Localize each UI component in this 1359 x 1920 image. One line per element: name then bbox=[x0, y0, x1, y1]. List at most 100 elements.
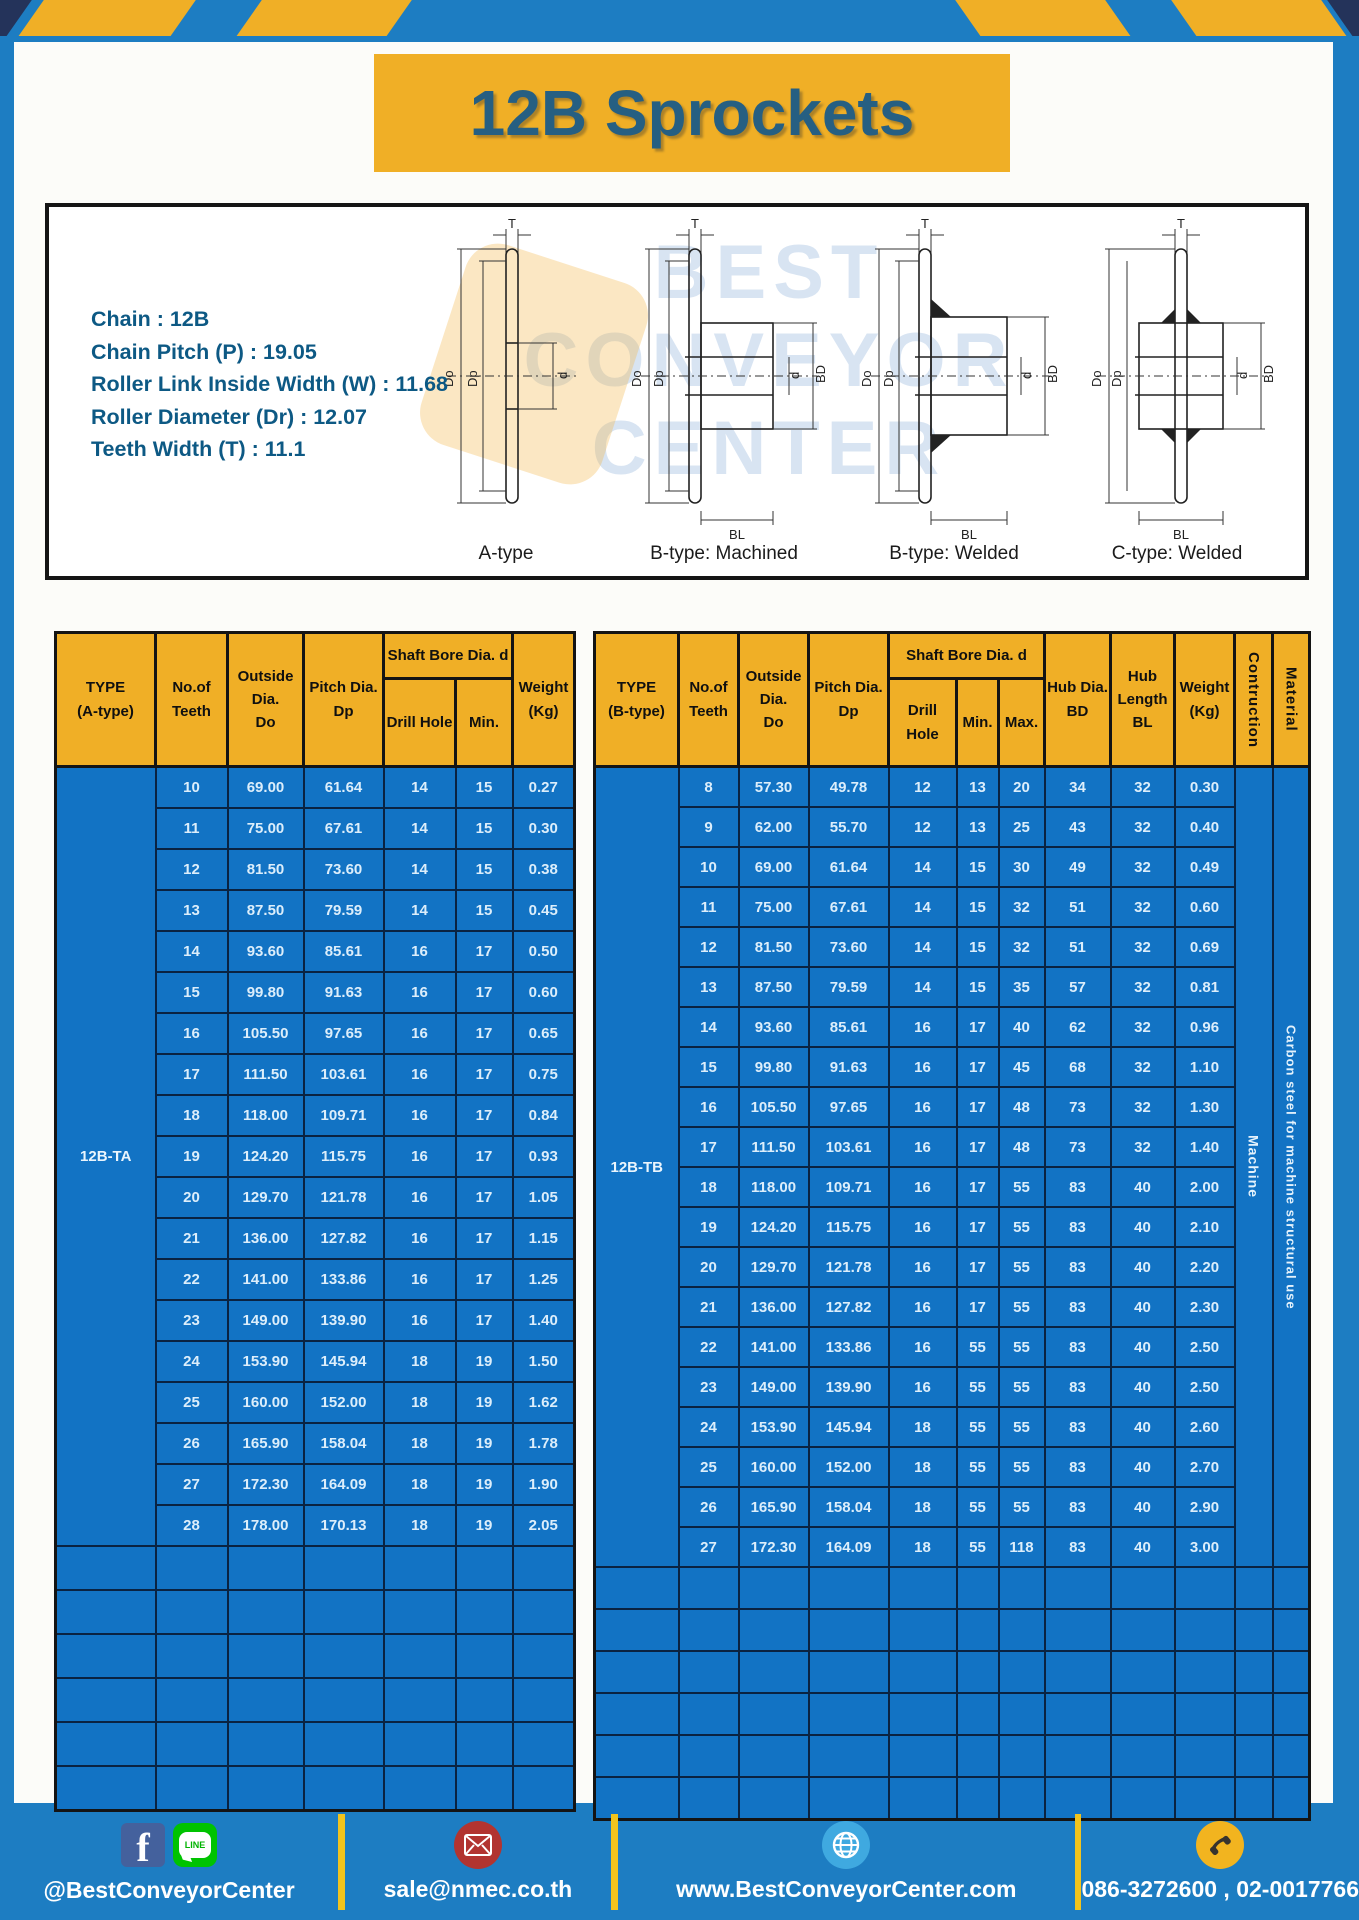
table-cell bbox=[382, 1765, 457, 1812]
table-cell: 23 bbox=[677, 1366, 740, 1408]
table-cell: 12B-TA bbox=[54, 765, 157, 1547]
table-cell: 49 bbox=[1043, 846, 1112, 888]
table-cell bbox=[54, 1677, 157, 1723]
table-cell: 160.00 bbox=[226, 1381, 305, 1424]
col-header-drill-hole: Drill Hole bbox=[887, 677, 959, 768]
table-cell: 48 bbox=[997, 1086, 1046, 1128]
table-cell: 55 bbox=[997, 1326, 1046, 1368]
table-cell: 16 bbox=[154, 1012, 229, 1055]
b-type-machined-diagram: T Do Dp bbox=[629, 216, 828, 542]
table-cell: 17 bbox=[454, 930, 514, 973]
table-cell: 158.04 bbox=[807, 1486, 890, 1528]
table-cell: 2.10 bbox=[1173, 1206, 1236, 1248]
svg-text:Dp: Dp bbox=[651, 370, 666, 387]
table-cell: 1.05 bbox=[511, 1176, 576, 1219]
table-cell: 118.00 bbox=[226, 1094, 305, 1137]
table-cell bbox=[1109, 1776, 1176, 1821]
table-cell: 18 bbox=[382, 1504, 457, 1547]
table-cell bbox=[1233, 1650, 1274, 1694]
table-cell: 51 bbox=[1043, 926, 1112, 968]
svg-text:T: T bbox=[508, 216, 516, 231]
table-cell: 13 bbox=[955, 806, 1000, 848]
table-cell bbox=[154, 1721, 229, 1767]
table-cell: 109.71 bbox=[302, 1094, 385, 1137]
svg-text:T: T bbox=[691, 216, 699, 231]
table-cell: 40 bbox=[1109, 1166, 1176, 1208]
table-cell: 103.61 bbox=[302, 1053, 385, 1096]
table-cell: 15 bbox=[955, 966, 1000, 1008]
table-cell bbox=[1043, 1566, 1112, 1610]
table-cell: 17 bbox=[454, 1258, 514, 1301]
table-cell: 18 bbox=[887, 1446, 958, 1488]
table-cell: 85.61 bbox=[807, 1006, 890, 1048]
table-cell bbox=[955, 1608, 1000, 1652]
hazard-stripe bbox=[949, 0, 1131, 36]
table-cell: 17 bbox=[454, 1176, 514, 1219]
table-cell: 62.00 bbox=[737, 806, 810, 848]
table-cell: 40 bbox=[1109, 1206, 1176, 1248]
table-cell: 165.90 bbox=[226, 1422, 305, 1465]
footer-website-section: www.BestConveyorCenter.com bbox=[618, 1803, 1075, 1920]
table-cell: 129.70 bbox=[737, 1246, 810, 1288]
spec-line: Roller Diameter (Dr) : 12.07 bbox=[91, 404, 368, 429]
table-cell: 15 bbox=[154, 971, 229, 1014]
table-cell: 172.30 bbox=[226, 1463, 305, 1506]
table-cell: 15 bbox=[454, 765, 514, 809]
table-cell bbox=[1109, 1734, 1176, 1778]
sheet: 12B Sprockets BEST CONVEYOR CENTER Chain… bbox=[14, 42, 1333, 1821]
footer-email-section: sale@nmec.co.th bbox=[345, 1803, 611, 1920]
table-cell bbox=[1233, 1692, 1274, 1736]
table-cell: 16 bbox=[887, 1366, 958, 1408]
table-cell: 12 bbox=[887, 765, 958, 808]
table-cell bbox=[382, 1633, 457, 1679]
table-cell: 152.00 bbox=[807, 1446, 890, 1488]
table-cell: 0.30 bbox=[1173, 765, 1236, 808]
table-cell bbox=[737, 1650, 810, 1694]
table-cell: Machine bbox=[1233, 765, 1274, 1568]
table-cell: 0.50 bbox=[511, 930, 576, 973]
table-cell bbox=[887, 1566, 958, 1610]
table-cell: 13 bbox=[955, 765, 1000, 808]
table-cell: 16 bbox=[887, 1006, 958, 1048]
table-cell: 34 bbox=[1043, 765, 1112, 808]
table-cell: 14 bbox=[887, 926, 958, 968]
table-cell: 27 bbox=[677, 1526, 740, 1568]
chain-specs: Chain : 12B Chain Pitch (P) : 19.05 Roll… bbox=[91, 303, 448, 466]
table-cell: 16 bbox=[887, 1046, 958, 1088]
svg-text:T: T bbox=[1177, 216, 1185, 231]
table-cell: 20 bbox=[677, 1246, 740, 1288]
table-cell: 133.86 bbox=[807, 1326, 890, 1368]
table-row: 12B-TB 8 57.30 49.78 12 13 20 34 32 0.30 Machine Ca… bbox=[593, 765, 1311, 1568]
table-cell bbox=[54, 1721, 157, 1767]
table-row: 11 75.00 67.61 14 15 32 51 32 0.60 bbox=[595, 886, 1310, 928]
table-cell: 115.75 bbox=[807, 1206, 890, 1248]
table-cell: 32 bbox=[997, 926, 1046, 968]
table-cell: 153.90 bbox=[737, 1406, 810, 1448]
table-cell: 55 bbox=[997, 1166, 1046, 1208]
table-row: 28 178.00 170.13 18 19 2.05 bbox=[56, 1504, 576, 1547]
table-cell: 79.59 bbox=[302, 889, 385, 932]
col-header-type: TYPE (A-type) bbox=[54, 631, 157, 768]
table-cell: 9 bbox=[677, 806, 740, 848]
table-cell: 16 bbox=[382, 1053, 457, 1096]
table-cell: 27 bbox=[154, 1463, 229, 1506]
hazard-stripe bbox=[18, 0, 202, 36]
table-cell: 30 bbox=[997, 846, 1046, 888]
table-cell bbox=[154, 1677, 229, 1723]
table-cell bbox=[955, 1566, 1000, 1610]
table-cell: 12 bbox=[887, 806, 958, 848]
table-cell: 2.00 bbox=[1173, 1166, 1236, 1208]
table-cell: 149.00 bbox=[737, 1366, 810, 1408]
line-bubble: LINE bbox=[179, 1831, 212, 1858]
table-cell: 2.30 bbox=[1173, 1286, 1236, 1328]
table-row: 17 111.50 103.61 16 17 0.75 bbox=[56, 1053, 576, 1096]
table-cell: 172.30 bbox=[737, 1526, 810, 1568]
table-row: 12 81.50 73.60 14 15 32 51 32 0.69 bbox=[595, 926, 1310, 968]
table-cell: 40 bbox=[1109, 1446, 1176, 1488]
table-row: 27 172.30 164.09 18 55 118 83 40 3.00 bbox=[595, 1526, 1310, 1568]
table-cell bbox=[1173, 1776, 1236, 1821]
table-cell: 61.64 bbox=[807, 846, 890, 888]
table-cell: 12 bbox=[677, 926, 740, 968]
col-header-hub-length: Hub Length BL bbox=[1109, 631, 1177, 768]
